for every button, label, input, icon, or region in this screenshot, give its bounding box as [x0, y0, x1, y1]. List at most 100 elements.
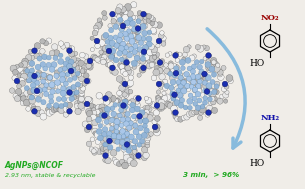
Circle shape — [116, 147, 120, 151]
Circle shape — [86, 116, 92, 122]
Circle shape — [87, 98, 93, 103]
Circle shape — [126, 118, 131, 123]
Circle shape — [114, 16, 121, 22]
Circle shape — [100, 108, 106, 114]
Circle shape — [113, 98, 118, 104]
Circle shape — [178, 75, 183, 80]
Circle shape — [129, 141, 135, 147]
Circle shape — [190, 74, 196, 80]
Circle shape — [124, 91, 130, 97]
Circle shape — [93, 55, 98, 60]
Circle shape — [55, 80, 60, 85]
Circle shape — [118, 11, 124, 18]
Circle shape — [53, 106, 59, 112]
Circle shape — [74, 101, 81, 106]
Circle shape — [78, 60, 84, 66]
Circle shape — [100, 112, 106, 117]
Circle shape — [118, 90, 124, 97]
Circle shape — [49, 99, 54, 104]
Circle shape — [95, 104, 102, 111]
Circle shape — [68, 77, 73, 82]
Circle shape — [184, 71, 189, 77]
Circle shape — [137, 16, 143, 22]
Circle shape — [164, 83, 170, 89]
Circle shape — [36, 96, 41, 102]
Circle shape — [113, 159, 119, 165]
Circle shape — [84, 127, 90, 133]
Circle shape — [29, 97, 36, 104]
Circle shape — [175, 97, 180, 102]
Circle shape — [129, 99, 136, 105]
Circle shape — [141, 51, 146, 56]
Circle shape — [40, 39, 45, 44]
Circle shape — [147, 107, 152, 112]
Circle shape — [126, 35, 133, 41]
Circle shape — [128, 124, 134, 129]
Circle shape — [192, 110, 197, 115]
Circle shape — [138, 58, 143, 64]
Circle shape — [95, 117, 102, 123]
Circle shape — [138, 125, 143, 131]
Circle shape — [188, 77, 194, 83]
Circle shape — [113, 35, 118, 40]
Circle shape — [152, 119, 157, 125]
Circle shape — [175, 92, 182, 98]
Circle shape — [34, 43, 41, 49]
Circle shape — [90, 104, 97, 111]
Circle shape — [153, 110, 160, 116]
Circle shape — [109, 120, 114, 125]
Circle shape — [44, 83, 48, 88]
Circle shape — [41, 84, 47, 90]
Circle shape — [158, 99, 165, 106]
Circle shape — [63, 66, 67, 71]
Circle shape — [182, 84, 188, 90]
Circle shape — [122, 38, 128, 44]
Circle shape — [65, 87, 71, 94]
Circle shape — [71, 56, 77, 62]
Circle shape — [211, 64, 218, 71]
Circle shape — [163, 66, 169, 72]
Circle shape — [146, 36, 152, 42]
Circle shape — [214, 65, 220, 72]
Circle shape — [110, 48, 116, 54]
Circle shape — [136, 134, 142, 139]
Circle shape — [171, 96, 176, 101]
Circle shape — [73, 60, 79, 67]
Circle shape — [120, 110, 126, 116]
Circle shape — [107, 110, 113, 116]
Circle shape — [181, 75, 186, 79]
Circle shape — [121, 48, 126, 54]
Circle shape — [81, 68, 86, 73]
Circle shape — [195, 84, 202, 91]
Circle shape — [158, 62, 163, 67]
Circle shape — [145, 111, 151, 116]
Circle shape — [118, 43, 124, 50]
Circle shape — [199, 106, 206, 113]
Circle shape — [114, 43, 120, 48]
Circle shape — [162, 91, 166, 95]
Circle shape — [119, 27, 124, 32]
Circle shape — [79, 90, 84, 96]
Circle shape — [167, 103, 173, 109]
Circle shape — [119, 108, 124, 112]
Circle shape — [67, 108, 72, 114]
Circle shape — [165, 53, 170, 57]
Circle shape — [20, 80, 25, 86]
Circle shape — [128, 70, 134, 76]
Circle shape — [173, 53, 178, 58]
Circle shape — [41, 83, 46, 88]
Circle shape — [156, 59, 160, 63]
Circle shape — [128, 46, 134, 52]
Circle shape — [143, 53, 150, 60]
Circle shape — [124, 35, 129, 40]
Circle shape — [100, 145, 107, 152]
Circle shape — [210, 96, 215, 101]
Circle shape — [110, 121, 116, 126]
Circle shape — [135, 29, 141, 34]
Circle shape — [66, 87, 72, 92]
Circle shape — [79, 94, 85, 101]
Circle shape — [154, 103, 160, 108]
Circle shape — [120, 41, 126, 47]
Circle shape — [136, 35, 142, 41]
Circle shape — [226, 75, 233, 81]
